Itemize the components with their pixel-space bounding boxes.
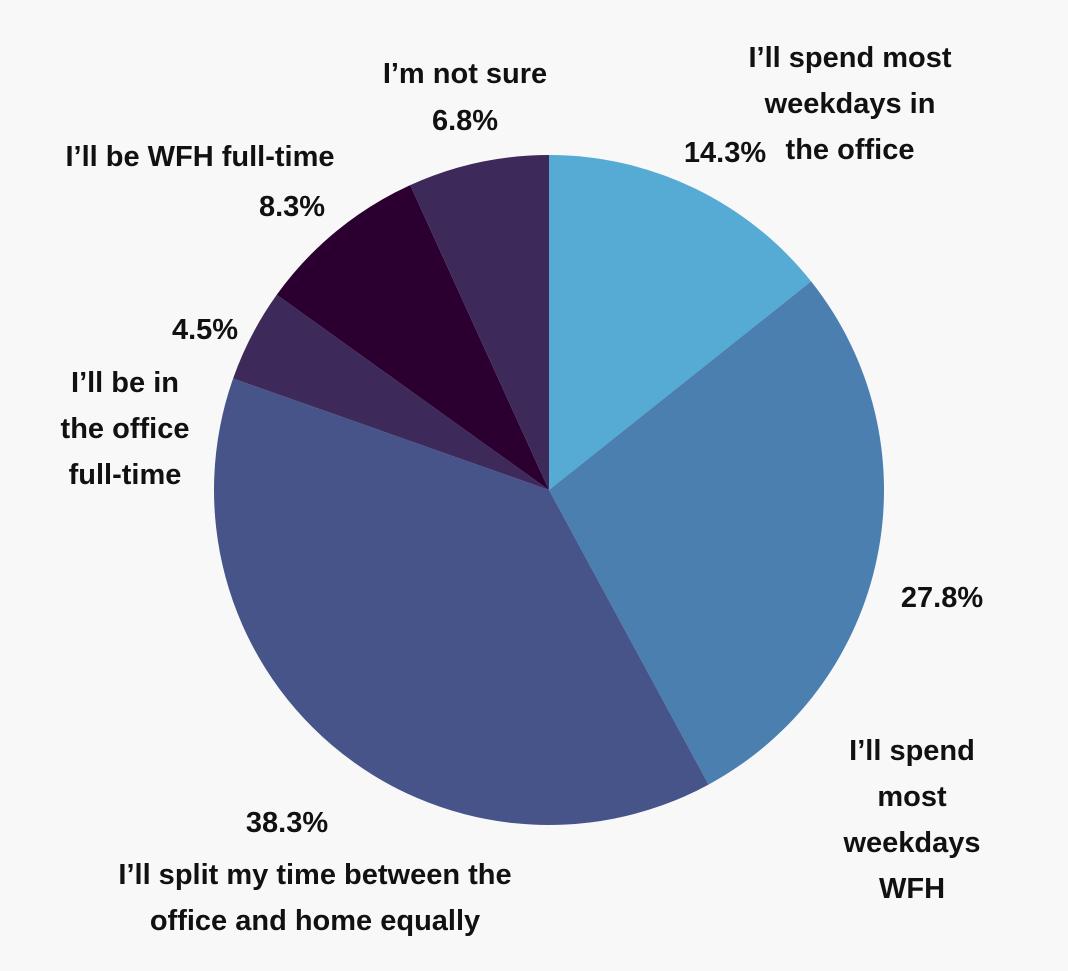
pie-slice [233, 294, 549, 490]
pie-slice [410, 155, 549, 490]
pie-slice [276, 185, 549, 490]
category-label: I’ll spend most weekdays WFH [843, 735, 981, 905]
value-label: 27.8% [900, 582, 984, 614]
category-label: I’ll be in the office full-time [60, 367, 190, 491]
pie-slice [549, 155, 812, 490]
category-label: I’ll be WFH full-time [65, 141, 335, 173]
category-label: I’m not sure [382, 58, 548, 90]
pie-slice [549, 281, 884, 785]
value-label: 4.5% [171, 314, 239, 346]
category-label: I’ll spend most weekdays in the office [748, 42, 952, 166]
pie-slice [214, 378, 709, 825]
value-label: 6.8% [431, 105, 499, 137]
category-label: I’ll split my time between the office an… [118, 859, 512, 937]
value-label: 38.3% [245, 807, 329, 839]
value-label: 14.3% [683, 137, 767, 169]
value-label: 8.3% [258, 191, 326, 223]
